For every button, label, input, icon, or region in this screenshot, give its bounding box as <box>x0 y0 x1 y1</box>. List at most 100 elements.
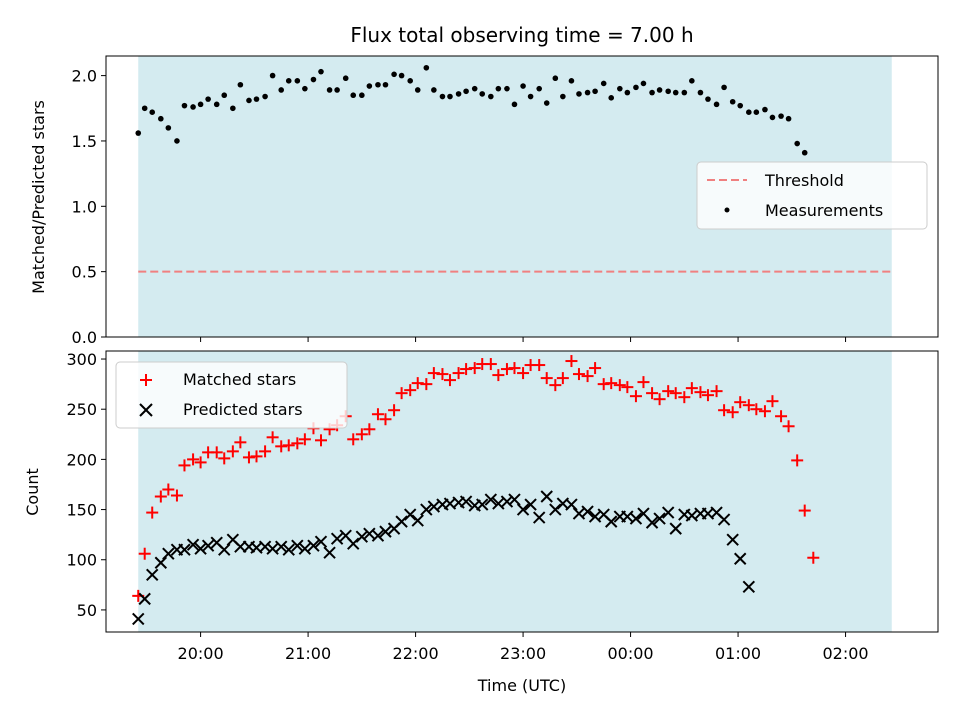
measurement-point <box>285 78 292 84</box>
matched-star-point <box>549 379 562 392</box>
measurement-point <box>439 93 446 100</box>
measurement-point <box>504 85 510 92</box>
predicted-star-point <box>138 592 151 606</box>
measurement-point <box>672 89 679 96</box>
matched-star-point <box>565 355 578 368</box>
y-tick-label: 0.0 <box>72 328 97 347</box>
count-legend: Matched stars Predicted stars <box>115 361 348 429</box>
measurement-point <box>141 105 148 112</box>
ratio-y-axis-label: Matched/Predicted stars <box>29 100 48 294</box>
predicted-star-point <box>154 556 168 569</box>
measurement-point <box>213 101 220 108</box>
measurement-point <box>592 88 598 95</box>
measurement-point <box>689 78 695 84</box>
predicted-star-point <box>653 512 666 525</box>
count-marks <box>132 355 820 626</box>
matched-star-point <box>734 396 747 409</box>
predicted-star-point <box>532 511 546 524</box>
y-tick-label: 150 <box>66 501 97 520</box>
predicted-star-point <box>629 512 643 525</box>
measurement-point <box>310 76 317 83</box>
matched-star-point <box>218 452 231 465</box>
matched-star-point <box>460 363 473 376</box>
predicted-star-point <box>484 493 498 506</box>
matched-star-point <box>581 370 594 383</box>
predicted-star-point <box>581 505 594 518</box>
measurement-point <box>342 75 349 82</box>
measurement-point <box>649 89 655 96</box>
matched-star-point <box>298 433 311 446</box>
predicted-star-point <box>275 540 288 553</box>
measurement-point <box>560 93 566 100</box>
predicted-star-point <box>540 490 553 503</box>
measurement-point <box>762 106 768 113</box>
x-tick-label: 01:00 <box>715 644 761 663</box>
count-y-axis-label: Count <box>23 468 42 516</box>
predicted-star-point <box>645 516 659 529</box>
matched-star-point <box>266 431 279 444</box>
y-tick-label: 1.5 <box>72 132 97 151</box>
measurement-point <box>350 92 357 99</box>
measurement-point <box>463 88 469 95</box>
measurement-point <box>174 138 180 144</box>
matched-star-point <box>226 445 239 458</box>
predicted-star-point <box>186 538 200 551</box>
measurement-point <box>753 109 760 115</box>
matched-star-point <box>726 406 739 419</box>
matched-star-point <box>178 459 191 472</box>
matched-star-point <box>710 385 723 398</box>
predicted-star-point <box>549 503 562 516</box>
matched-star-point <box>347 433 360 446</box>
measurement-point <box>431 87 437 93</box>
matched-legend-marker <box>140 374 152 386</box>
matched-star-point <box>355 428 368 441</box>
y-tick-label: 50 <box>77 601 97 620</box>
measurement-point <box>334 87 340 93</box>
y-tick-label: 250 <box>66 400 97 419</box>
x-tick-label: 20:00 <box>178 644 224 663</box>
matched-star-point <box>420 378 433 391</box>
matched-star-point <box>443 374 456 387</box>
measurement-point <box>190 104 196 110</box>
predicted-star-point <box>201 539 215 552</box>
predicted-star-point <box>146 568 159 582</box>
x-axis-label: Time (UTC) <box>477 676 566 695</box>
matched-star-point <box>669 387 682 400</box>
measurement-point <box>302 85 308 92</box>
measurement-point <box>552 75 559 82</box>
measurement-point <box>746 109 752 115</box>
matched-star-point <box>533 359 546 372</box>
matched-star-point <box>452 367 465 380</box>
measurement-point <box>294 78 301 84</box>
predicted-star-point <box>734 552 747 565</box>
matched-star-point <box>701 389 714 402</box>
predicted-star-point <box>524 498 537 511</box>
predicted-star-point <box>355 530 369 543</box>
matched-star-point <box>662 385 675 398</box>
measurement-point <box>801 149 808 156</box>
matched-star-point <box>597 378 610 391</box>
measurement-point <box>230 105 236 112</box>
y-tick-label: 200 <box>66 450 97 469</box>
matched-star-point <box>234 436 247 449</box>
measurement-point <box>326 87 333 93</box>
measurement-point <box>447 93 453 100</box>
predicted-star-point <box>218 543 231 556</box>
measurement-point <box>221 92 228 99</box>
matched-star-point <box>314 434 327 447</box>
matched-star-point <box>782 420 795 433</box>
count-x-axis: 20:00 21:00 22:00 23:00 00:00 01:00 02:00 <box>178 632 869 663</box>
predicted-star-point <box>379 525 392 538</box>
matched-star-point <box>758 405 771 418</box>
matched-star-point <box>621 381 634 394</box>
ratio-y-axis: 0.0 0.5 1.0 1.5 2.0 <box>72 67 106 347</box>
predicted-star-point <box>605 515 618 528</box>
measurement-point <box>681 89 688 96</box>
measurement-point <box>253 96 260 102</box>
predicted-star-point <box>132 612 145 626</box>
measurement-point <box>407 78 414 84</box>
measurement-point <box>375 81 381 88</box>
measurement-point <box>600 80 607 87</box>
predicted-star-point <box>717 513 731 526</box>
